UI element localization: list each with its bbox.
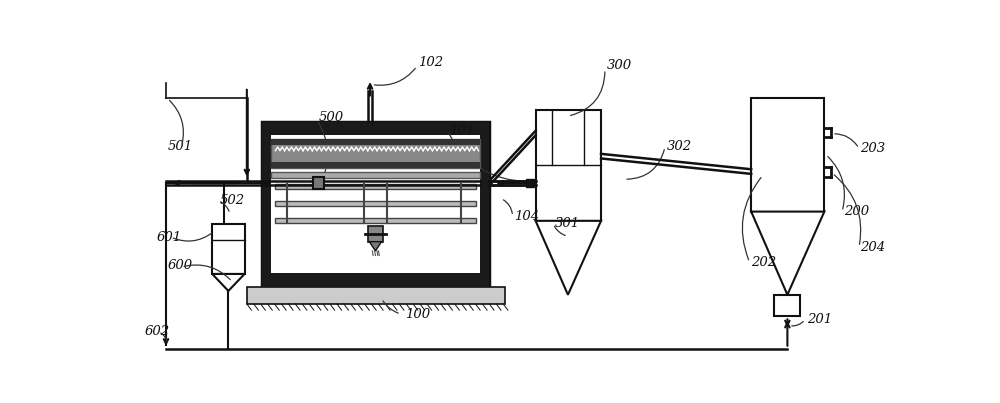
Bar <box>262 122 489 135</box>
Bar <box>262 273 489 287</box>
Bar <box>275 184 476 189</box>
Bar <box>480 122 489 287</box>
Polygon shape <box>751 212 824 295</box>
Bar <box>275 218 476 223</box>
Text: 104: 104 <box>514 210 539 223</box>
Bar <box>212 224 245 274</box>
Bar <box>751 98 824 212</box>
Text: 102: 102 <box>419 56 444 69</box>
Bar <box>247 287 505 304</box>
Bar <box>262 122 489 287</box>
Bar <box>262 122 271 287</box>
Text: 602: 602 <box>144 325 170 338</box>
Text: 201: 201 <box>807 313 832 326</box>
Bar <box>271 162 480 168</box>
Text: 302: 302 <box>666 140 692 154</box>
Bar <box>774 295 800 316</box>
Text: 204: 204 <box>861 241 886 253</box>
Bar <box>271 172 480 179</box>
Text: 101: 101 <box>449 125 474 138</box>
Text: 301: 301 <box>555 218 580 231</box>
Text: 501: 501 <box>168 140 193 154</box>
Text: 100: 100 <box>405 307 430 320</box>
Bar <box>526 179 534 187</box>
Bar <box>313 177 324 189</box>
Polygon shape <box>536 221 601 295</box>
Bar <box>536 110 601 221</box>
Bar <box>275 201 476 206</box>
Text: 600: 600 <box>168 259 193 272</box>
Text: 203: 203 <box>861 142 886 155</box>
Text: 202: 202 <box>751 256 776 269</box>
Bar <box>368 226 383 242</box>
Text: 200: 200 <box>844 205 869 218</box>
Text: 502: 502 <box>220 194 245 207</box>
Text: 500: 500 <box>318 111 344 124</box>
Text: 601: 601 <box>157 231 182 243</box>
Bar <box>271 139 480 168</box>
Polygon shape <box>369 242 382 251</box>
Bar <box>271 139 480 145</box>
Polygon shape <box>212 274 245 291</box>
Text: 300: 300 <box>606 59 632 72</box>
